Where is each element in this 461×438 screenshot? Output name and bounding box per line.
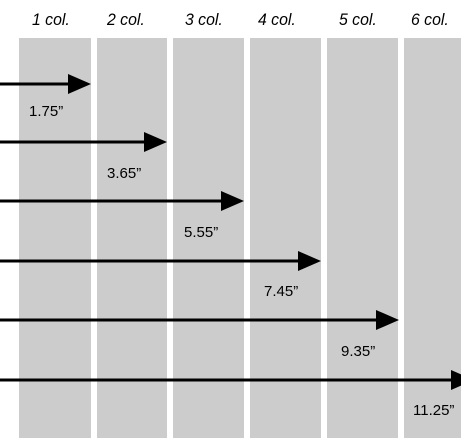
width-arrow-3 — [0, 191, 244, 211]
width-arrow-6 — [0, 370, 461, 390]
column-label-6: 6 col. — [411, 10, 449, 29]
width-arrow-4 — [0, 251, 321, 271]
column-strip-2 — [97, 38, 167, 438]
width-arrow-5 — [0, 310, 399, 330]
column-strip-3 — [173, 38, 244, 438]
width-label-5: 9.35” — [341, 343, 376, 360]
column-label-1: 1 col. — [32, 10, 70, 29]
column-label-4: 4 col. — [258, 10, 296, 29]
width-label-6: 11.25” — [413, 402, 455, 419]
column-strip-4 — [250, 38, 321, 438]
column-label-3: 3 col. — [185, 10, 223, 29]
column-strip-1 — [19, 38, 91, 438]
width-label-2: 3.65” — [107, 165, 142, 182]
width-arrow-1 — [0, 74, 91, 94]
column-label-5: 5 col. — [339, 10, 377, 29]
width-label-1: 1.75” — [29, 103, 64, 120]
column-strip-5 — [327, 38, 398, 438]
width-label-3: 5.55” — [184, 224, 219, 241]
column-label-2: 2 col. — [107, 10, 145, 29]
width-label-4: 7.45” — [264, 283, 299, 300]
width-arrow-2 — [0, 132, 167, 152]
